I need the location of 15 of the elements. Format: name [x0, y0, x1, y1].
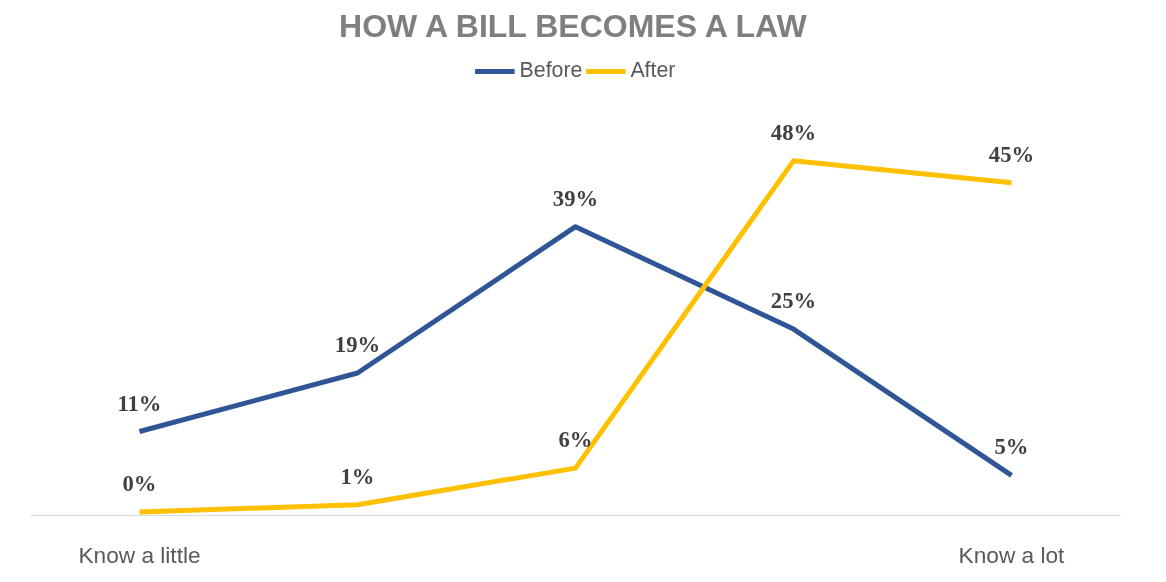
- data-label: 39%: [552, 185, 599, 211]
- x-tick-label: Know a little: [78, 541, 201, 568]
- data-label: 6%: [558, 427, 593, 453]
- data-label: 48%: [770, 119, 817, 145]
- data-label: 0%: [122, 470, 157, 496]
- chart-title: HOW A BILL BECOMES A LAW: [339, 7, 808, 44]
- data-label: 11%: [117, 390, 162, 416]
- data-label: 45%: [988, 141, 1035, 167]
- legend-label: After: [630, 58, 676, 83]
- data-label: 19%: [334, 332, 381, 357]
- data-label: 1%: [340, 463, 375, 489]
- legend-label: Before: [519, 58, 583, 83]
- x-tick-label: Know a lot: [958, 541, 1066, 568]
- data-label: 25%: [770, 288, 817, 314]
- data-label: 5%: [994, 434, 1029, 460]
